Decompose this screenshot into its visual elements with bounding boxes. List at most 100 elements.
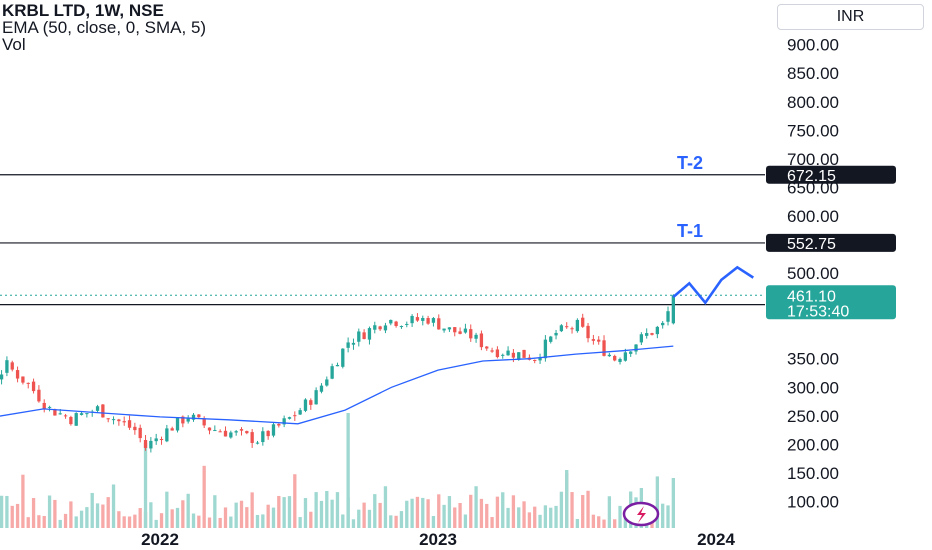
candle-up: [191, 414, 196, 420]
candle-down: [31, 381, 36, 392]
candle-up: [623, 352, 628, 361]
candle-up: [661, 322, 665, 326]
price-axis[interactable]: 100.00 150.00 200.00 250.00 300.00 350.00 500.…: [787, 36, 839, 512]
candle-up: [314, 390, 318, 405]
candle-up: [282, 418, 286, 425]
symbol-title[interactable]: KRBL LTD, 1W, NSE: [2, 1, 164, 20]
volume-bar: [554, 505, 558, 528]
level-annotation-label: T-2: [677, 153, 703, 173]
volume-bar: [389, 515, 393, 528]
volume-bar: [21, 474, 25, 528]
candle-down: [597, 339, 601, 342]
candle-up: [47, 406, 52, 408]
candle-down: [197, 414, 201, 418]
candle-up: [421, 317, 425, 321]
volume-bar: [559, 491, 564, 528]
volume-bar: [458, 503, 462, 528]
candle-down: [143, 440, 148, 448]
volume-bar: [261, 514, 265, 528]
volume-bar: [405, 500, 409, 528]
volume-bar: [490, 517, 494, 528]
level-annotation-label: T-1: [677, 221, 703, 241]
candle-down: [453, 327, 457, 333]
chart-legend: KRBL LTD, 1W, NSE EMA (50, close, 0, SMA…: [2, 2, 206, 53]
candle-down: [533, 359, 537, 361]
candle-up: [367, 328, 372, 340]
candle-down: [581, 317, 585, 327]
candle-up: [255, 442, 260, 444]
volume-bar: [335, 492, 340, 528]
candle-up: [549, 336, 553, 342]
time-axis[interactable]: 2022 2023 2024: [141, 530, 735, 549]
volume-bar: [549, 507, 553, 528]
last-price-tag-box: [766, 285, 896, 320]
volume-bar: [570, 492, 574, 528]
volume-bar: [85, 507, 89, 528]
x-tick-label: 2023: [419, 530, 457, 549]
candle-up: [447, 327, 452, 330]
y-tick-label: 750.00: [787, 121, 839, 140]
volume-bar: [37, 515, 41, 528]
candle-up: [607, 354, 612, 357]
candle-up: [399, 326, 404, 328]
volume-bar: [442, 504, 446, 528]
volume-indicator-label[interactable]: Vol: [2, 35, 26, 54]
price-level-lines: [0, 174, 765, 306]
y-tick-label: 350.00: [787, 350, 839, 369]
volume-bar: [245, 507, 249, 528]
candle-down: [63, 415, 68, 417]
volume-bar: [79, 510, 84, 528]
candle-up: [5, 360, 9, 373]
volume-bar: [133, 514, 137, 528]
candle-down: [181, 416, 185, 424]
candle-up: [213, 430, 217, 432]
candle-up: [165, 428, 169, 442]
y-tick-label: 300.00: [787, 378, 839, 397]
volume-bar: [431, 515, 436, 528]
candle-up: [271, 424, 276, 436]
candle-down: [69, 416, 73, 425]
volume-bar: [543, 505, 548, 528]
candle-down: [106, 418, 110, 420]
volume-bar: [506, 507, 510, 528]
price-tag-box: [766, 233, 896, 252]
bar-countdown-timer: 17:53:40: [787, 303, 849, 320]
volume-bar: [479, 498, 484, 528]
candle-up: [325, 379, 329, 386]
candle-down: [426, 318, 430, 324]
candle-down: [650, 333, 654, 335]
volume-bar: [618, 505, 622, 528]
candle-up: [629, 351, 633, 354]
volume-bar: [58, 519, 62, 528]
lightning-icon-group[interactable]: [622, 501, 660, 527]
volume-bar: [394, 515, 398, 528]
candle-up: [234, 431, 238, 433]
candle-up: [634, 344, 638, 352]
ema-indicator-label[interactable]: EMA (50, close, 0, SMA, 5): [2, 18, 207, 37]
candle-down: [170, 428, 174, 431]
candle-up: [298, 410, 302, 415]
volume-bar: [0, 495, 4, 528]
volume-bar: [655, 476, 660, 528]
candle-up: [639, 334, 644, 343]
volume-bar: [303, 498, 308, 528]
candle-down: [21, 376, 25, 383]
ema-line: [0, 345, 674, 425]
candle-down: [293, 415, 297, 417]
volume-bar: [117, 511, 121, 528]
y-tick-label: 800.00: [787, 93, 839, 112]
volume-bar: [106, 497, 110, 528]
candle-up: [154, 438, 158, 442]
candle-up: [111, 419, 116, 421]
currency-selector[interactable]: INR: [777, 4, 924, 30]
volume-bar: [122, 516, 126, 528]
candle-down: [15, 370, 20, 379]
candle-down: [26, 382, 30, 384]
candle-down: [202, 418, 206, 426]
candle-up: [319, 385, 324, 392]
volume-bar: [90, 492, 94, 528]
candle-down: [37, 389, 41, 402]
volume-bar: [15, 503, 20, 528]
